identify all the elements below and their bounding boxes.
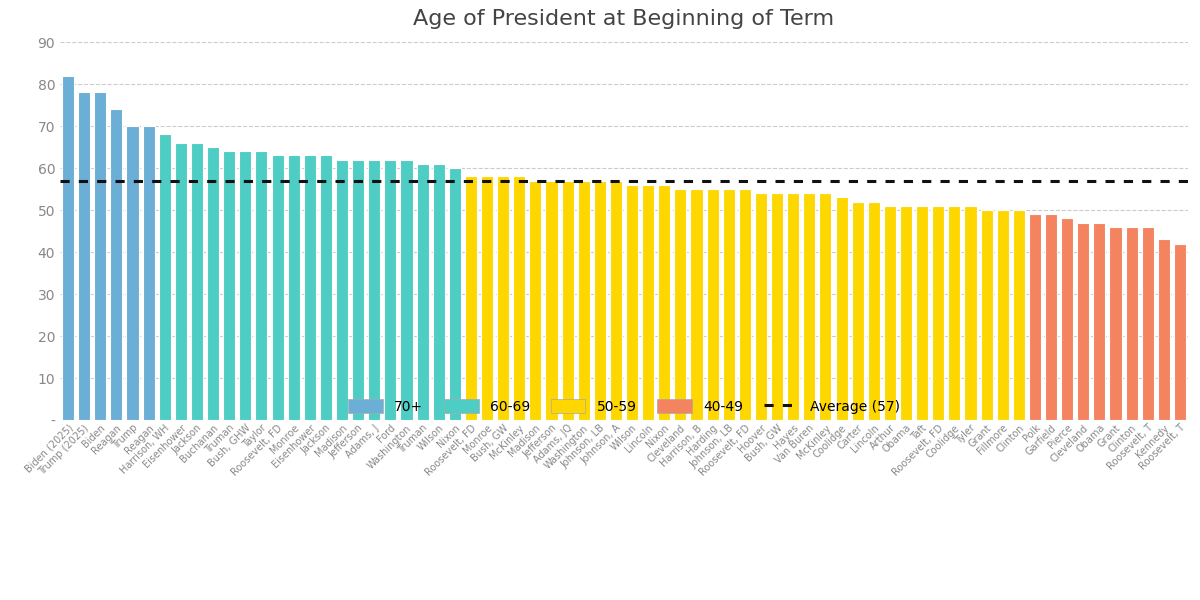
Bar — [755, 193, 767, 420]
Bar — [433, 164, 445, 420]
Bar — [980, 210, 992, 420]
Bar — [577, 181, 589, 420]
Legend: 70+, 60-69, 50-59, 40-49, Average (57): 70+, 60-69, 50-59, 40-49, Average (57) — [341, 392, 907, 421]
Title: Age of President at Beginning of Term: Age of President at Beginning of Term — [414, 10, 834, 29]
Bar — [900, 206, 912, 420]
Bar — [1078, 223, 1090, 420]
Bar — [674, 189, 686, 420]
Bar — [965, 206, 977, 420]
Bar — [1110, 227, 1122, 420]
Bar — [610, 181, 622, 420]
Bar — [1158, 239, 1170, 420]
Bar — [208, 147, 220, 420]
Bar — [514, 176, 526, 420]
Bar — [739, 189, 751, 420]
Bar — [384, 160, 396, 420]
Bar — [820, 193, 832, 420]
Bar — [835, 197, 847, 420]
Bar — [722, 189, 734, 420]
Bar — [868, 202, 880, 420]
Bar — [1126, 227, 1138, 420]
Bar — [271, 155, 283, 420]
Bar — [1013, 210, 1025, 420]
Bar — [852, 202, 864, 420]
Bar — [191, 143, 203, 420]
Bar — [62, 76, 74, 420]
Bar — [449, 168, 461, 420]
Bar — [126, 126, 138, 420]
Bar — [416, 164, 428, 420]
Bar — [787, 193, 799, 420]
Bar — [803, 193, 815, 420]
Bar — [78, 92, 90, 420]
Bar — [352, 160, 364, 420]
Bar — [690, 189, 702, 420]
Bar — [481, 176, 493, 420]
Bar — [110, 109, 122, 420]
Bar — [997, 210, 1009, 420]
Bar — [707, 189, 719, 420]
Bar — [1141, 227, 1153, 420]
Bar — [626, 185, 638, 420]
Bar — [401, 160, 413, 420]
Bar — [916, 206, 928, 420]
Bar — [320, 155, 332, 420]
Bar — [1174, 244, 1186, 420]
Bar — [948, 206, 960, 420]
Bar — [1045, 214, 1057, 420]
Bar — [1093, 223, 1105, 420]
Bar — [659, 185, 671, 420]
Bar — [1028, 214, 1040, 420]
Bar — [642, 185, 654, 420]
Bar — [304, 155, 316, 420]
Bar — [256, 151, 268, 420]
Bar — [239, 151, 251, 420]
Bar — [288, 155, 300, 420]
Bar — [884, 206, 896, 420]
Bar — [158, 134, 170, 420]
Bar — [546, 181, 558, 420]
Bar — [175, 143, 187, 420]
Bar — [1061, 218, 1073, 420]
Bar — [336, 160, 348, 420]
Bar — [497, 176, 509, 420]
Bar — [772, 193, 784, 420]
Bar — [95, 92, 107, 420]
Bar — [529, 181, 541, 420]
Bar — [932, 206, 944, 420]
Bar — [464, 176, 476, 420]
Bar — [143, 126, 155, 420]
Bar — [594, 181, 606, 420]
Bar — [368, 160, 380, 420]
Bar — [223, 151, 235, 420]
Bar — [562, 181, 574, 420]
